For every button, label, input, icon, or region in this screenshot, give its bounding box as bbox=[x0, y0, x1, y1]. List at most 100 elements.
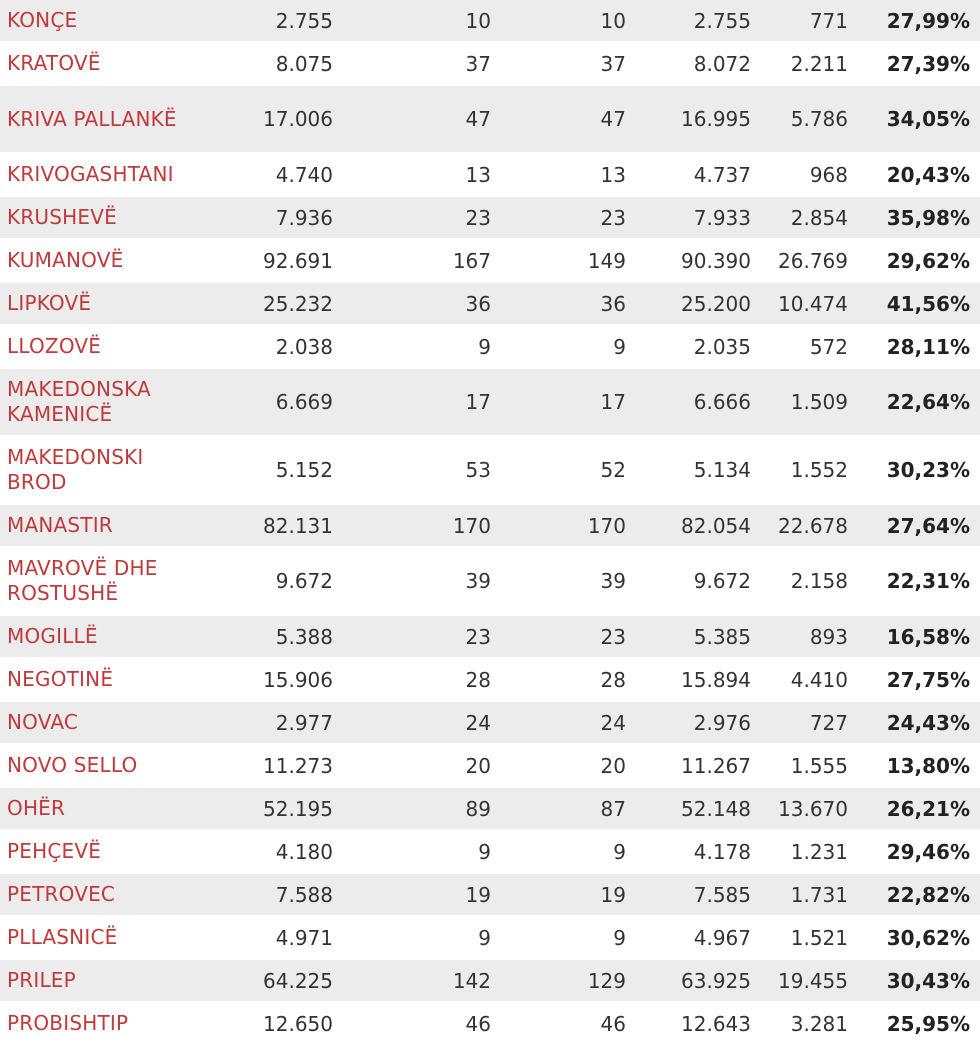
table-row: MAKEDONSKA KAMENICË 6.669 17 17 6.666 1.… bbox=[0, 369, 980, 437]
registered-voters-cell: 12.650 bbox=[200, 1003, 336, 1046]
polling-stations-total-cell: 89 bbox=[336, 788, 494, 831]
table-row: KRIVA PALLANKË 17.006 47 47 16.995 5.786… bbox=[0, 86, 980, 154]
polling-stations-counted-cell: 37 bbox=[494, 43, 632, 86]
municipality-link[interactable]: MANASTIR bbox=[7, 513, 113, 537]
municipality-link[interactable]: KUMANOVË bbox=[7, 248, 124, 272]
polling-stations-total-cell: 10 bbox=[336, 0, 494, 43]
polling-stations-total-cell: 23 bbox=[336, 616, 494, 659]
registered-counted-cell: 9.672 bbox=[632, 548, 757, 616]
registered-voters-cell: 2.038 bbox=[200, 326, 336, 369]
municipality-link[interactable]: PLLASNICË bbox=[7, 925, 118, 949]
municipality-link[interactable]: NOVO SELLO bbox=[7, 753, 138, 777]
polling-stations-counted-cell: 47 bbox=[494, 86, 632, 154]
municipality-cell: KRATOVË bbox=[0, 43, 200, 86]
registered-voters-cell: 92.691 bbox=[200, 240, 336, 283]
polling-stations-counted-cell: 10 bbox=[494, 0, 632, 43]
municipality-cell: MOGILLË bbox=[0, 616, 200, 659]
registered-counted-cell: 5.134 bbox=[632, 437, 757, 505]
voters-cell: 727 bbox=[757, 702, 854, 745]
municipality-cell: NOVO SELLO bbox=[0, 745, 200, 788]
turnout-percent-cell: 27,99% bbox=[854, 0, 980, 43]
registered-voters-cell: 64.225 bbox=[200, 960, 336, 1003]
table-row: MAVROVË DHE ROSTUSHË 9.672 39 39 9.672 2… bbox=[0, 548, 980, 616]
polling-stations-counted-cell: 36 bbox=[494, 283, 632, 326]
table-row: NOVAC 2.977 24 24 2.976 727 24,43% bbox=[0, 702, 980, 745]
municipality-link[interactable]: NEGOTINË bbox=[7, 667, 114, 691]
voters-cell: 893 bbox=[757, 616, 854, 659]
registered-voters-cell: 9.672 bbox=[200, 548, 336, 616]
voters-cell: 1.552 bbox=[757, 437, 854, 505]
voters-cell: 10.474 bbox=[757, 283, 854, 326]
voters-cell: 1.509 bbox=[757, 369, 854, 437]
municipality-link[interactable]: KRIVA PALLANKË bbox=[7, 106, 177, 131]
registered-counted-cell: 7.933 bbox=[632, 197, 757, 240]
municipality-cell: MAKEDONSKI BROD bbox=[0, 437, 200, 505]
municipality-cell: PLLASNICË bbox=[0, 917, 200, 960]
municipality-link[interactable]: PETROVEC bbox=[7, 882, 116, 906]
municipality-link[interactable]: OHËR bbox=[7, 796, 66, 820]
registered-counted-cell: 2.976 bbox=[632, 702, 757, 745]
municipality-link[interactable]: PEHÇEVË bbox=[7, 839, 102, 863]
turnout-percent-cell: 13,80% bbox=[854, 745, 980, 788]
polling-stations-total-cell: 53 bbox=[336, 437, 494, 505]
table-row: PEHÇEVË 4.180 9 9 4.178 1.231 29,46% bbox=[0, 831, 980, 874]
municipality-link[interactable]: KRIVOGASHTANI bbox=[7, 162, 174, 186]
registered-counted-cell: 90.390 bbox=[632, 240, 757, 283]
table-row: KRUSHEVË 7.936 23 23 7.933 2.854 35,98% bbox=[0, 197, 980, 240]
polling-stations-counted-cell: 24 bbox=[494, 702, 632, 745]
voters-cell: 13.670 bbox=[757, 788, 854, 831]
voters-cell: 4.410 bbox=[757, 659, 854, 702]
registered-counted-cell: 82.054 bbox=[632, 505, 757, 548]
municipality-link[interactable]: MOGILLË bbox=[7, 624, 98, 648]
table-row: MOGILLË 5.388 23 23 5.385 893 16,58% bbox=[0, 616, 980, 659]
municipality-cell: NOVAC bbox=[0, 702, 200, 745]
turnout-percent-cell: 30,62% bbox=[854, 917, 980, 960]
municipality-link[interactable]: MAKEDONSKI BROD bbox=[7, 445, 144, 494]
municipality-cell: PROBISHTIP bbox=[0, 1003, 200, 1046]
polling-stations-total-cell: 23 bbox=[336, 197, 494, 240]
municipality-link[interactable]: LLOZOVË bbox=[7, 334, 102, 358]
municipality-link[interactable]: KONÇE bbox=[7, 8, 78, 32]
municipality-link[interactable]: PRILEP bbox=[7, 968, 76, 992]
turnout-percent-cell: 22,31% bbox=[854, 548, 980, 616]
registered-voters-cell: 7.936 bbox=[200, 197, 336, 240]
municipality-link[interactable]: MAKEDONSKA KAMENICË bbox=[7, 377, 151, 426]
table-row: KRIVOGASHTANI 4.740 13 13 4.737 968 20,4… bbox=[0, 154, 980, 197]
turnout-percent-cell: 27,75% bbox=[854, 659, 980, 702]
table-row: PETROVEC 7.588 19 19 7.585 1.731 22,82% bbox=[0, 874, 980, 917]
polling-stations-total-cell: 13 bbox=[336, 154, 494, 197]
polling-stations-total-cell: 9 bbox=[336, 917, 494, 960]
registered-counted-cell: 25.200 bbox=[632, 283, 757, 326]
municipality-link[interactable]: KRUSHEVË bbox=[7, 205, 117, 229]
polling-stations-total-cell: 24 bbox=[336, 702, 494, 745]
registered-voters-cell: 17.006 bbox=[200, 86, 336, 154]
registered-counted-cell: 6.666 bbox=[632, 369, 757, 437]
municipality-link[interactable]: PROBISHTIP bbox=[7, 1011, 129, 1035]
turnout-percent-cell: 27,39% bbox=[854, 43, 980, 86]
registered-voters-cell: 4.971 bbox=[200, 917, 336, 960]
municipality-cell: MANASTIR bbox=[0, 505, 200, 548]
municipality-link[interactable]: LIPKOVË bbox=[7, 291, 92, 315]
polling-stations-total-cell: 36 bbox=[336, 283, 494, 326]
voters-cell: 1.521 bbox=[757, 917, 854, 960]
polling-stations-counted-cell: 149 bbox=[494, 240, 632, 283]
registered-voters-cell: 15.906 bbox=[200, 659, 336, 702]
registered-counted-cell: 2.755 bbox=[632, 0, 757, 43]
registered-counted-cell: 4.967 bbox=[632, 917, 757, 960]
registered-counted-cell: 5.385 bbox=[632, 616, 757, 659]
polling-stations-total-cell: 17 bbox=[336, 369, 494, 437]
registered-counted-cell: 8.072 bbox=[632, 43, 757, 86]
municipality-cell: LLOZOVË bbox=[0, 326, 200, 369]
turnout-percent-cell: 16,58% bbox=[854, 616, 980, 659]
municipality-cell: OHËR bbox=[0, 788, 200, 831]
municipality-link[interactable]: MAVROVË DHE ROSTUSHË bbox=[7, 556, 158, 605]
municipality-link[interactable]: KRATOVË bbox=[7, 51, 101, 75]
polling-stations-total-cell: 170 bbox=[336, 505, 494, 548]
polling-stations-total-cell: 20 bbox=[336, 745, 494, 788]
municipality-link[interactable]: NOVAC bbox=[7, 710, 79, 734]
registered-voters-cell: 82.131 bbox=[200, 505, 336, 548]
polling-stations-counted-cell: 9 bbox=[494, 831, 632, 874]
voters-cell: 2.158 bbox=[757, 548, 854, 616]
polling-stations-counted-cell: 170 bbox=[494, 505, 632, 548]
